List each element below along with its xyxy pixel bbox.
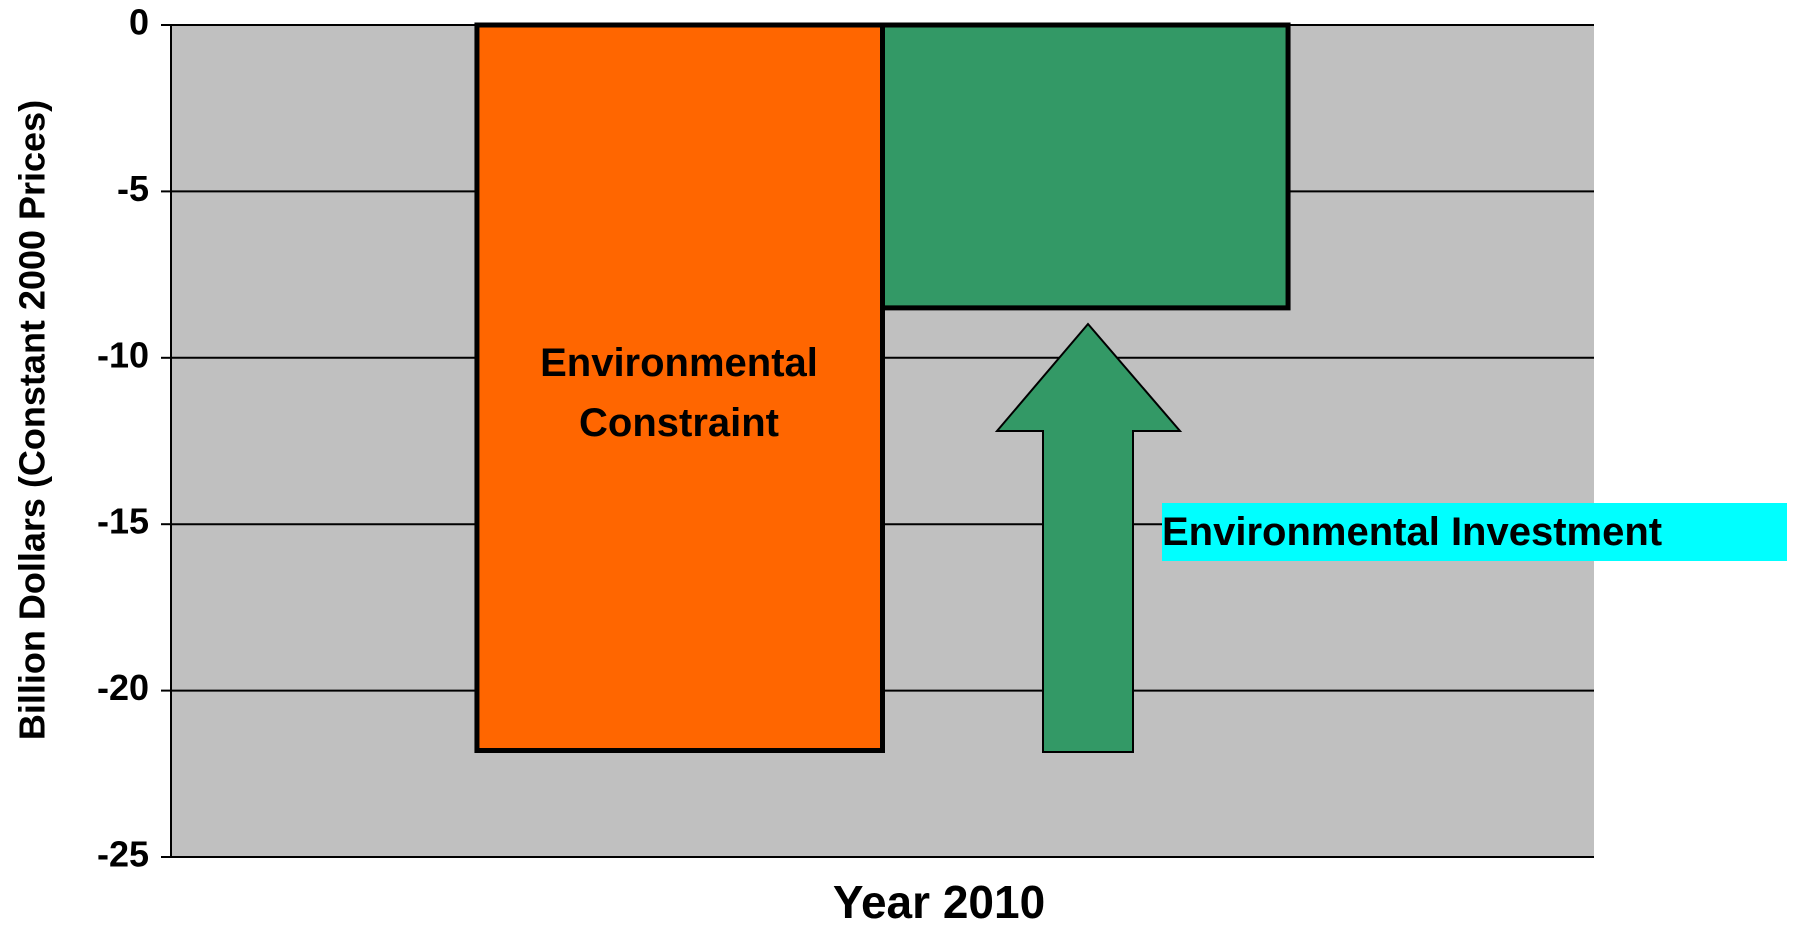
bar: [880, 22, 1291, 311]
bar: [474, 22, 885, 754]
bar-label: Environmental Constraint: [540, 341, 818, 445]
y-tick-label: -20: [97, 667, 149, 708]
bar-label: Environmental Investment: [1162, 503, 1787, 561]
y-tick-label: 0: [129, 2, 149, 43]
y-tick-label: -10: [97, 334, 149, 375]
y-tick-label: -5: [117, 168, 149, 209]
y-tick-label: -25: [97, 834, 149, 875]
x-axis-label: Year 2010: [833, 876, 1045, 928]
y-tick-label: -15: [97, 501, 149, 542]
arrow: [994, 322, 1183, 753]
y-axis-label: Billion Dollars (Constant 2000 Prices): [12, 100, 53, 740]
